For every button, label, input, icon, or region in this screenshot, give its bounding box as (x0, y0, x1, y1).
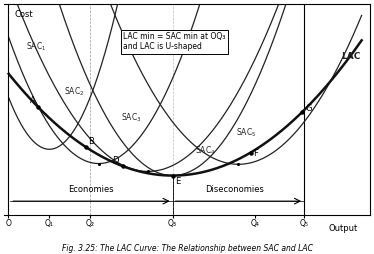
Text: LAC: LAC (341, 52, 361, 61)
Text: SAC$_1$: SAC$_1$ (25, 40, 46, 53)
Text: Fig. 3.25: The LAC Curve: The Relationship between SAC and LAC: Fig. 3.25: The LAC Curve: The Relationsh… (61, 244, 313, 253)
Text: SAC$_5$: SAC$_5$ (236, 127, 257, 139)
Text: G: G (305, 104, 312, 114)
Text: SAC$_3$: SAC$_3$ (121, 112, 142, 124)
Text: Diseconomies: Diseconomies (205, 185, 264, 194)
Text: Cost: Cost (15, 10, 33, 19)
Text: LAC min = SAC min at OQ₃
and LAC is U-shaped: LAC min = SAC min at OQ₃ and LAC is U-sh… (123, 32, 226, 52)
Text: D: D (112, 156, 118, 165)
Text: Economies: Economies (68, 185, 113, 194)
Text: SAC$_2$: SAC$_2$ (64, 85, 84, 98)
Text: B: B (88, 137, 94, 146)
Text: A: A (30, 96, 36, 105)
Text: E: E (175, 177, 181, 186)
Text: F: F (253, 149, 258, 157)
Text: Output: Output (328, 224, 358, 233)
Text: SAC$_4$: SAC$_4$ (195, 144, 216, 156)
